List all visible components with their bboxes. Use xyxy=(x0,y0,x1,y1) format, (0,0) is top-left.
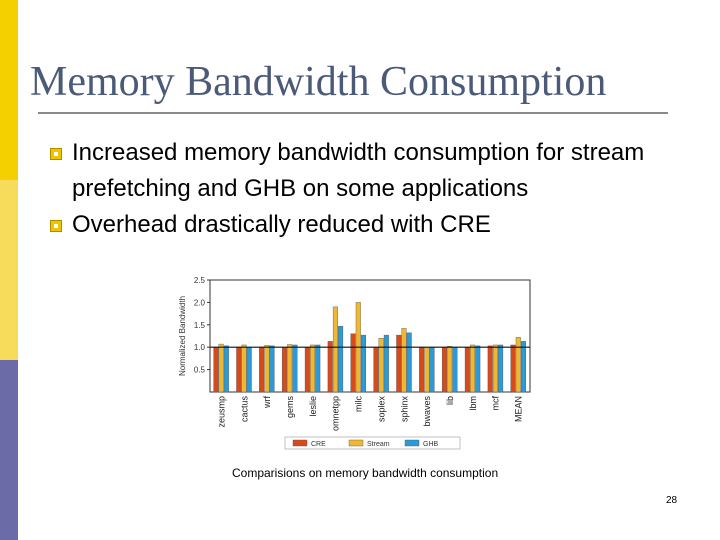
legend-swatch-cre xyxy=(292,439,308,447)
bar-ghb xyxy=(269,345,275,393)
bar-ghb xyxy=(292,344,298,393)
legend-label: GHB xyxy=(423,441,439,448)
bar-cre xyxy=(259,346,265,393)
bar-cre xyxy=(281,346,287,393)
bar-stream xyxy=(447,346,453,393)
bullet-list: Increased memory bandwidth consumption f… xyxy=(50,135,680,243)
slide-title: Memory Bandwidth Consumption xyxy=(30,59,607,105)
bar-stream xyxy=(264,345,270,393)
bar-ghb xyxy=(452,346,458,393)
bullet-square-icon xyxy=(50,148,62,160)
bar-cre xyxy=(419,346,425,393)
bar-stream xyxy=(492,344,498,393)
chart-caption: Comparisions on memory bandwidth consump… xyxy=(232,466,499,480)
bar-stream xyxy=(515,337,521,393)
bar-cre xyxy=(464,346,470,393)
bar-stream xyxy=(287,344,293,393)
x-tick-label: bwaves xyxy=(422,396,432,427)
bar-cre xyxy=(304,346,310,393)
x-tick-label: wrf xyxy=(262,396,272,409)
legend-label: CRE xyxy=(311,441,326,448)
x-tick-label: leslie xyxy=(308,396,318,417)
bandwidth-bar-chart: 0.5 1.0 1.5 2.0 2.5 Normalized Bandwidth zeusm… xyxy=(178,276,531,450)
title-divider xyxy=(38,112,668,114)
bar-ghb xyxy=(406,332,412,393)
bar-stream xyxy=(310,344,316,393)
bar-cre xyxy=(236,346,242,393)
bar-cre xyxy=(487,345,493,393)
bar-stream xyxy=(332,306,338,393)
bar-stream xyxy=(241,344,247,393)
x-tick-label: soplex xyxy=(376,396,386,423)
bar-cre xyxy=(350,333,356,393)
x-tick-label: sphinx xyxy=(399,396,409,423)
sidebar-block-top xyxy=(0,0,18,180)
legend-swatch-stream xyxy=(348,439,364,447)
bullet-square-icon xyxy=(50,220,62,232)
bar-ghb xyxy=(429,346,435,393)
bullet-item: Overhead drastically reduced with CRE xyxy=(50,207,680,243)
bar-ghb xyxy=(475,345,481,393)
bar-ghb xyxy=(360,334,366,393)
bar-cre xyxy=(442,346,448,393)
x-tick-label: mcf xyxy=(491,396,501,411)
bar-cre xyxy=(327,341,333,393)
bar-cre xyxy=(396,334,402,393)
x-tick-label: gems xyxy=(285,396,295,419)
bar-stream xyxy=(401,328,407,393)
x-tick-label: milc xyxy=(354,396,364,412)
bar-stream xyxy=(218,343,224,393)
x-tick-label: zeusmp xyxy=(216,396,226,428)
x-tick-label: cactus xyxy=(239,396,249,423)
y-tick-label: 1.0 xyxy=(194,343,206,352)
bar-stream xyxy=(378,338,384,393)
x-tick-label: lib xyxy=(445,396,455,405)
bullet-text: Overhead drastically reduced with CRE xyxy=(72,211,491,238)
bar-ghb xyxy=(223,345,229,393)
bar-ghb xyxy=(315,344,321,393)
x-tick-label: lbm xyxy=(468,396,478,411)
legend-label: Stream xyxy=(367,441,390,448)
bar-ghb xyxy=(338,325,344,393)
x-tick-label: omnetpp xyxy=(331,396,341,431)
bar-ghb xyxy=(520,341,526,393)
y-tick-label: 2.5 xyxy=(194,276,206,285)
bar-ghb xyxy=(383,334,389,393)
bar-ghb xyxy=(246,346,252,393)
bar-stream xyxy=(470,344,476,393)
slide-sidebar xyxy=(0,0,18,540)
y-tick-label: 0.5 xyxy=(194,366,206,375)
sidebar-block-middle xyxy=(0,180,18,360)
y-tick-label: 2.0 xyxy=(194,298,206,307)
sidebar-block-bottom xyxy=(0,360,18,540)
y-tick-label: 1.5 xyxy=(194,321,206,330)
bar-ghb xyxy=(498,344,504,393)
bullet-item: Increased memory bandwidth consumption f… xyxy=(50,135,680,207)
x-tick-label: MEAN xyxy=(514,396,524,422)
plot-frame xyxy=(209,279,531,393)
legend-swatch-ghb xyxy=(404,439,420,447)
page-number: 28 xyxy=(666,495,678,506)
bar-cre xyxy=(213,346,219,393)
bar-cre xyxy=(510,344,516,393)
y-axis-label: Normalized Bandwidth xyxy=(178,296,187,376)
bar-cre xyxy=(373,346,379,393)
bullet-text: Increased memory bandwidth consumption f… xyxy=(72,139,645,202)
bar-stream xyxy=(424,346,430,393)
